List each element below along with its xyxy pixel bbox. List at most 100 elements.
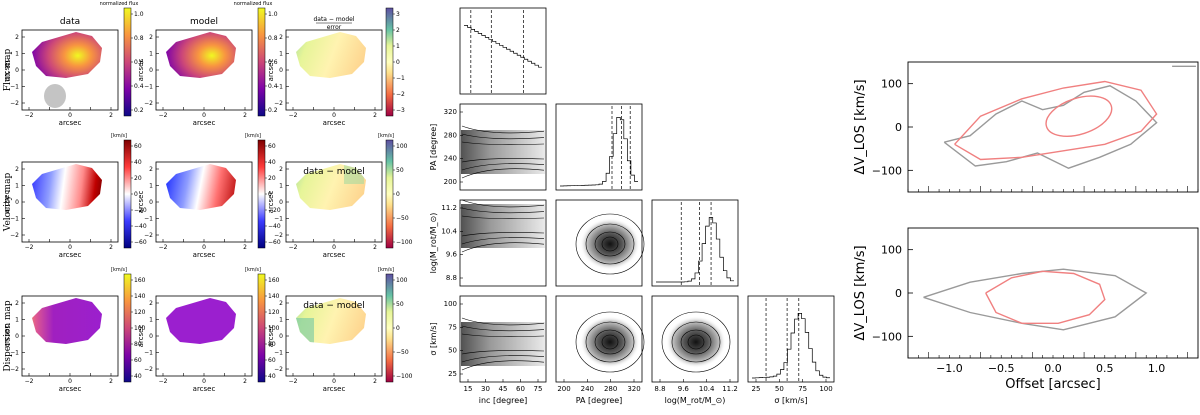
y-tick-label: 0 — [149, 67, 153, 74]
y-tick-label: 1 — [15, 317, 19, 324]
colorbar-tick-label: 140 — [134, 293, 146, 300]
colorbar-label: normalized flux — [100, 1, 139, 7]
x-tick-label: 2 — [373, 112, 377, 119]
colorbar-tick-label: 40 — [268, 373, 276, 380]
y-tick-label: −2 — [144, 366, 153, 373]
pv-diagrams: 100 0 −100 ΔV_LOS [km/s] 100 0 −100 ΔV_LOS [km/… — [853, 61, 1199, 392]
y-tick-label: 2 — [15, 34, 19, 41]
hist2d-3-0 — [459, 295, 547, 383]
y-axis-label: arcsec — [137, 59, 145, 82]
hist-steps — [560, 117, 638, 187]
pv-inner-contour — [1045, 95, 1113, 137]
y-tick-label: −1 — [144, 216, 153, 223]
corner-x-tick-label: 75 — [534, 385, 543, 393]
hist-frame — [555, 103, 643, 191]
x-tick-label: −2 — [289, 378, 298, 385]
colorbar-tick-label: 0.2 — [134, 107, 144, 114]
colorbar-tick-label: 2 — [396, 27, 400, 34]
pv-x-tick-label: 0.5 — [1096, 362, 1114, 375]
map-panel-r1-c0: −2 −2 −1 0 0 1 2 2 arcsec arcsec — [3, 161, 119, 259]
colorbar-tick-label: 80 — [134, 341, 142, 348]
colorbar-tick-label: 100 — [396, 143, 408, 150]
y-axis-label: arcsec — [267, 59, 275, 82]
corner-y-tick-label: 9.6 — [446, 251, 458, 259]
hist-steps — [656, 217, 734, 283]
y-tick-label: −2 — [274, 100, 283, 107]
y-tick-label: −1 — [10, 216, 19, 223]
y-tick-label: 1 — [149, 51, 153, 58]
y-axis-label: arcsec — [3, 191, 11, 214]
colorbar-tick-label: 50 — [396, 301, 404, 308]
hist2d-contour — [461, 333, 545, 355]
colorbar-tick-label: 0 — [396, 191, 400, 198]
x-tick-label: 0 — [332, 112, 336, 119]
corner-x-tick-label: 200 — [557, 385, 570, 393]
hist2d-frame — [555, 295, 643, 383]
x-tick-label: 2 — [373, 244, 377, 251]
corner-y-tick-label: 240 — [444, 155, 457, 163]
hist2d-contour — [601, 236, 619, 252]
colorbar-tick-label: 20 — [268, 175, 276, 182]
y-tick-label: 1 — [15, 183, 19, 190]
x-tick-label: 0 — [332, 244, 336, 251]
x-tick-label: 0 — [202, 112, 206, 119]
hist2d-frame — [459, 199, 547, 287]
beam-ellipse — [44, 84, 66, 108]
y-tick-label: 0 — [15, 199, 19, 206]
hist2d-3-2 — [651, 295, 739, 383]
colorbar-tick-label: −20 — [134, 207, 147, 214]
pv-frame — [907, 227, 1199, 359]
pv-x-tick-label: −0.5 — [988, 362, 1015, 375]
colorbar-tick-label: −100 — [396, 239, 413, 246]
colorbar-tick-label: 40 — [134, 373, 142, 380]
colorbar-tick-label: 0 — [396, 59, 400, 66]
x-axis-label: arcsec — [59, 251, 82, 259]
pv-bottom: 100 0 −100 ΔV_LOS [km/s] −1.0 −0.5 0.0 0.5 1.0 Of… — [853, 227, 1199, 392]
y-tick-label: 1 — [149, 317, 153, 324]
velocity-residual-title: data − model — [303, 167, 365, 177]
col-title-data: data — [60, 17, 80, 27]
colorbar-strip — [123, 139, 132, 249]
x-tick-label: 2 — [243, 378, 247, 385]
hist-logm — [651, 199, 739, 287]
x-axis-label: arcsec — [323, 251, 346, 259]
y-axis-label: arcsec — [267, 325, 275, 348]
y-tick-label: −2 — [274, 232, 283, 239]
corner-x-label-sigma: σ [km/s] — [774, 396, 807, 405]
pv-y-tick-label: −100 — [872, 164, 902, 177]
col-title-residual: data − model — [313, 16, 354, 23]
pv-y-tick-label: −100 — [872, 330, 902, 343]
colorbar-tick-label: −3 — [396, 107, 405, 114]
colorbar-tick-label: 0.6 — [268, 59, 278, 66]
hist-frame — [459, 7, 547, 95]
y-axis-label: arcsec — [137, 191, 145, 214]
hist-inc — [459, 7, 547, 95]
hist2d-density — [580, 316, 640, 368]
x-axis-label: arcsec — [59, 119, 82, 127]
colorbar-tick-label: −40 — [134, 223, 147, 230]
pv-top: 100 0 −100 ΔV_LOS [km/s] — [853, 61, 1199, 193]
pv-y-label: ΔV_LOS [km/s] — [853, 79, 868, 174]
colorbar-tick-label: 140 — [268, 293, 280, 300]
hist2d-contour — [594, 329, 626, 355]
galaxy-group — [166, 164, 236, 210]
row-title-1: Velocity map — [3, 173, 13, 233]
galaxy-map — [32, 32, 102, 78]
galaxy-group — [296, 298, 366, 344]
colorbar-tick-label: 100 — [134, 325, 146, 332]
y-tick-label: 1 — [15, 51, 19, 58]
corner-plot: 15 30 45 60 75 inc [degree] 200 240 280 320 PA [de… — [429, 7, 835, 405]
y-tick-label: −2 — [144, 100, 153, 107]
galaxy-group — [166, 32, 236, 78]
colorbar-strip — [385, 139, 394, 249]
colorbar-label: [km/s] — [378, 267, 394, 273]
y-tick-label: 2 — [15, 300, 19, 307]
row-title-2: Dispersion map — [3, 300, 13, 372]
corner-x-tick-label: 15 — [464, 385, 473, 393]
map-panel-r0-c1: −2 −2 −1 0 0 1 2 2 arcsec arcsec — [137, 29, 253, 127]
y-axis-label: arcsec — [137, 325, 145, 348]
